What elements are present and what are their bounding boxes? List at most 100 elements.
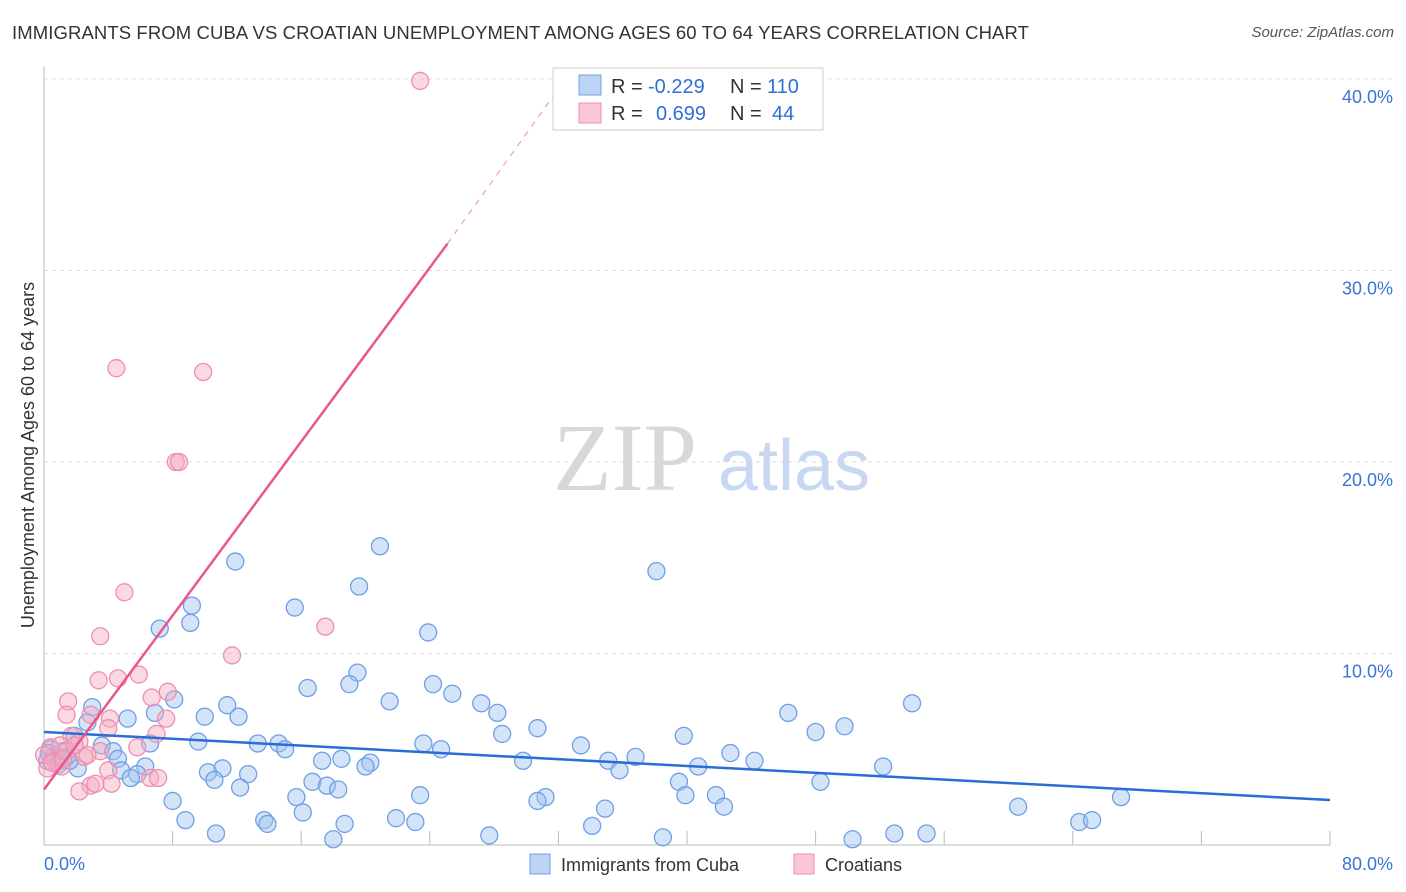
- bottom-legend-swatch-croatians: [793, 853, 815, 875]
- point-cuba: [779, 703, 798, 723]
- point-croatians: [102, 774, 121, 793]
- point-cuba: [626, 747, 645, 767]
- point-cuba: [380, 692, 399, 711]
- point-croatians: [169, 452, 189, 472]
- legend-n-label: N =: [730, 76, 762, 98]
- point-cuba: [571, 736, 591, 755]
- point-croatians: [222, 646, 242, 665]
- point-cuba: [176, 810, 195, 830]
- point-croatians: [411, 71, 430, 91]
- legend-r-label: R =: [611, 76, 643, 98]
- point-croatians: [89, 671, 108, 690]
- point-cuba: [230, 778, 250, 797]
- point-croatians: [158, 682, 177, 701]
- legend-r-croatians: 0.699: [656, 103, 706, 125]
- point-cuba: [513, 751, 533, 770]
- point-cuba: [150, 619, 169, 638]
- point-cuba: [414, 734, 433, 753]
- point-cuba: [885, 824, 904, 843]
- point-cuba: [902, 694, 922, 713]
- legend-n-label: N =: [730, 103, 762, 125]
- point-cuba: [324, 830, 343, 849]
- point-cuba: [1111, 787, 1131, 807]
- legend-r-cuba: -0.229: [648, 76, 705, 98]
- point-croatians: [128, 738, 147, 757]
- point-cuba: [583, 816, 602, 835]
- point-croatians: [70, 782, 89, 801]
- point-croatians: [42, 753, 62, 772]
- point-cuba: [239, 764, 258, 784]
- point-cuba: [340, 674, 359, 694]
- point-croatians: [147, 724, 166, 744]
- x-tick-label-80: 80.0%: [1342, 854, 1393, 874]
- point-cuba: [811, 772, 830, 791]
- point-cuba: [349, 577, 369, 596]
- point-croatians: [58, 692, 78, 711]
- point-cuba: [595, 799, 615, 818]
- watermark-atlas: atlas: [718, 426, 870, 506]
- point-cuba: [653, 828, 673, 847]
- point-cuba: [312, 751, 332, 770]
- point-cuba: [205, 770, 224, 790]
- point-croatians: [86, 774, 105, 793]
- point-cuba: [293, 803, 312, 822]
- point-cuba: [332, 749, 351, 768]
- bottom-legend-swatch-cuba: [529, 853, 551, 875]
- point-cuba: [303, 772, 322, 791]
- point-croatians: [54, 749, 73, 768]
- point-croatians: [81, 705, 100, 724]
- point-cuba: [676, 786, 695, 805]
- legend-n-cuba: 110: [767, 76, 799, 98]
- point-cuba: [431, 740, 451, 759]
- point-cuba: [298, 678, 317, 698]
- point-croatians: [115, 583, 134, 602]
- x-tick-label-0: 0.0%: [44, 854, 85, 874]
- point-cuba: [181, 613, 200, 633]
- point-croatians: [78, 745, 97, 765]
- point-cuba: [488, 703, 507, 723]
- point-cuba: [610, 761, 629, 780]
- bottom-legend-croatians: Croatians: [825, 855, 902, 875]
- point-cuba: [145, 703, 165, 723]
- trendline-croatians-extrapolated: [446, 86, 561, 245]
- y-tick-label: 40.0%: [1342, 87, 1393, 107]
- chart-title: IMMIGRANTS FROM CUBA VS CROATIAN UNEMPLO…: [12, 22, 1030, 43]
- bottom-legend: Immigrants from Cuba Croatians: [529, 853, 902, 875]
- point-cuba: [806, 722, 825, 742]
- bottom-legend-cuba: Immigrants from Cuba: [561, 855, 740, 875]
- point-cuba: [335, 814, 354, 834]
- point-cuba: [121, 768, 140, 788]
- trendline-cuba: [43, 730, 1331, 802]
- point-cuba: [873, 757, 893, 776]
- point-cuba: [206, 824, 226, 843]
- point-cuba: [118, 709, 137, 728]
- y-tick-label: 30.0%: [1342, 279, 1393, 299]
- point-cuba: [917, 824, 936, 843]
- point-croatians: [157, 709, 176, 728]
- y-tick-label: 20.0%: [1342, 470, 1393, 490]
- point-cuba: [647, 562, 666, 581]
- point-croatians: [148, 768, 168, 788]
- legend-n-croatians: 44: [772, 103, 794, 125]
- point-croatians: [107, 359, 126, 378]
- point-cuba: [1008, 797, 1028, 816]
- point-cuba: [329, 780, 348, 799]
- point-cuba: [226, 552, 245, 571]
- point-cuba: [285, 598, 304, 617]
- point-croatians: [57, 705, 76, 724]
- point-cuba: [218, 696, 237, 715]
- legend: R = -0.229 N = 110 R = 0.699 N = 44: [552, 67, 824, 131]
- grid-lines: [44, 78, 1392, 654]
- point-cuba: [423, 674, 443, 694]
- point-cuba: [1082, 810, 1102, 830]
- point-cuba: [317, 776, 337, 795]
- point-cuba: [528, 719, 547, 738]
- point-cuba: [370, 537, 390, 556]
- chart-source: Source: ZipAtlas.com: [1251, 24, 1394, 41]
- point-cuba: [386, 809, 406, 828]
- point-cuba: [195, 707, 214, 726]
- point-cuba: [287, 787, 306, 807]
- point-croatians: [316, 617, 335, 636]
